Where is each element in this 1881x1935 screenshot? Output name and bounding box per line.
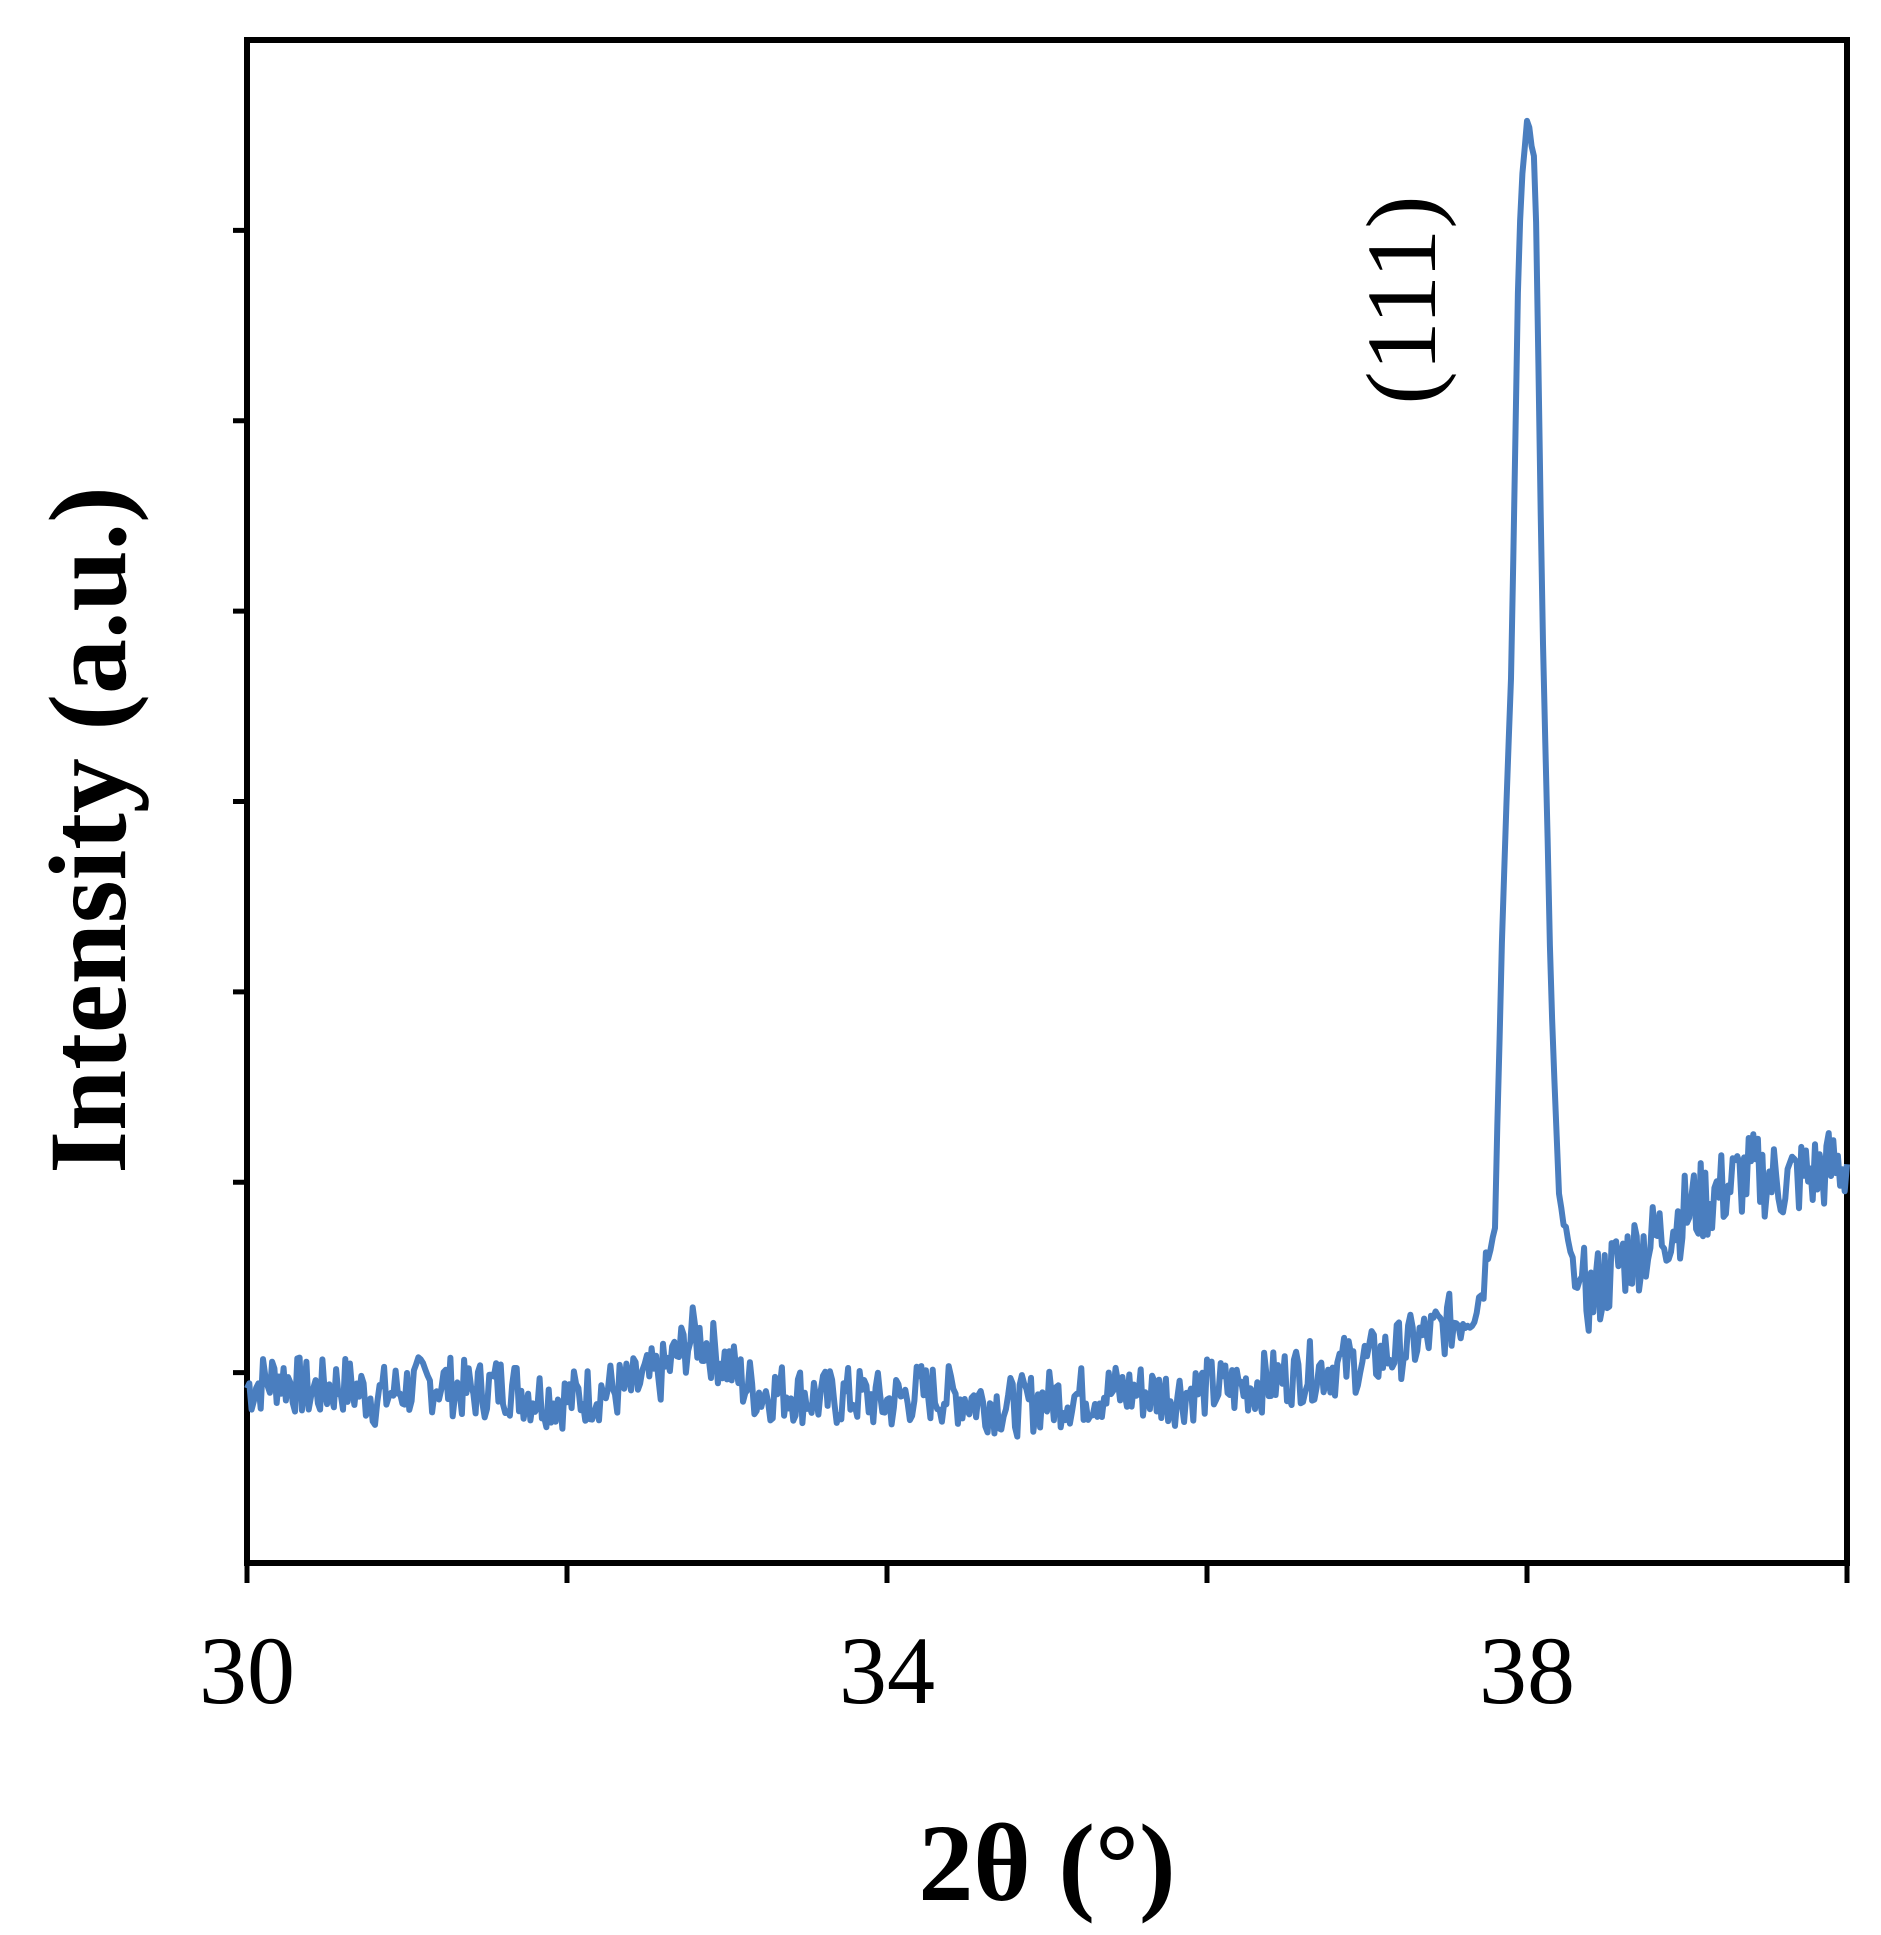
- intensity-line: [244, 117, 1850, 1440]
- x-axis-ticks: [244, 1563, 1850, 1583]
- y-axis-title: Intensity (a.u.): [27, 486, 149, 1174]
- x-tick-label: 38: [1479, 1617, 1575, 1724]
- x-axis-tick-labels: 30 34 38: [199, 1617, 1575, 1724]
- plot-frame: [244, 37, 1850, 1566]
- y-axis-ticks: [233, 227, 247, 1376]
- x-tick-label: 30: [199, 1617, 295, 1724]
- x-tick-label: 34: [839, 1617, 935, 1724]
- x-axis-title: 2θ (°): [918, 1802, 1175, 1924]
- peak-annotation-111: (111): [1346, 195, 1457, 404]
